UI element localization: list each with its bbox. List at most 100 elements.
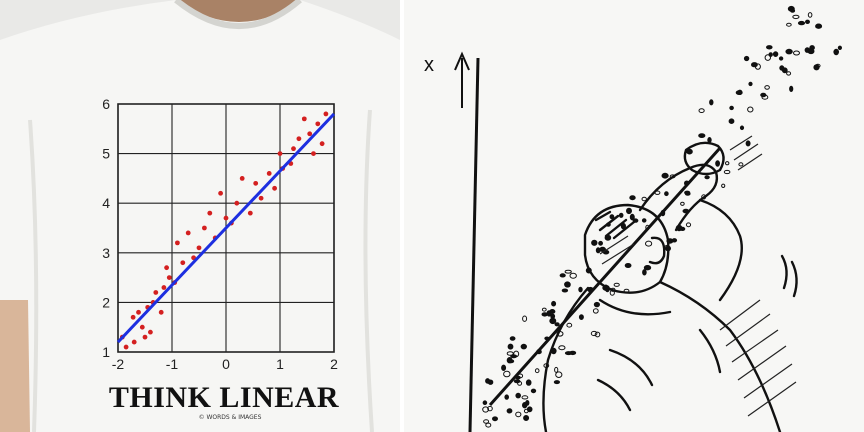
sketch-dot xyxy=(549,317,557,325)
sketch-dot xyxy=(555,371,563,379)
sketch-dot xyxy=(738,162,744,167)
chart-point xyxy=(266,171,272,176)
sketch-dot xyxy=(520,343,527,350)
sketch-dot xyxy=(558,345,566,351)
sketch-dot xyxy=(764,85,770,90)
sketch-dot xyxy=(785,48,793,55)
sketch-dot xyxy=(643,265,652,271)
chart-point xyxy=(272,185,277,191)
figure-motion-lines xyxy=(780,254,798,298)
figure-shoulder xyxy=(658,280,782,432)
sketch-dot xyxy=(698,108,705,113)
sketch-dot xyxy=(595,247,601,254)
sketch-dot xyxy=(715,160,720,167)
chart-tick-labels: -2 -1 0 1 2 1 2 3 4 5 6 xyxy=(102,96,338,372)
chart-point xyxy=(296,136,302,142)
sketch-dot xyxy=(506,357,513,364)
sketch-dot xyxy=(592,308,599,314)
sketch-scatter-dots xyxy=(482,5,843,428)
sketch-dot xyxy=(807,12,813,18)
sketch-dot xyxy=(797,20,806,26)
sketch-dot xyxy=(487,405,493,412)
sketch-dot xyxy=(507,343,514,350)
sketch-dot xyxy=(569,272,577,279)
sketch-dot xyxy=(534,368,540,374)
chart-point xyxy=(307,131,313,137)
sketch-dot xyxy=(743,55,750,62)
sketch-dot xyxy=(804,47,810,53)
chart-point xyxy=(311,151,316,157)
sketch-dot xyxy=(709,99,714,106)
sketch-dot xyxy=(698,133,706,139)
chart-x-tick-label: -1 xyxy=(166,356,179,372)
figure-sleeve-folds xyxy=(596,328,722,412)
sketch-dot xyxy=(723,169,731,175)
sketch-dot xyxy=(515,392,522,399)
sketch-dot xyxy=(704,175,710,180)
ink-sketch xyxy=(404,0,864,432)
sketch-dot xyxy=(837,45,843,50)
sketch-dot xyxy=(578,286,583,293)
sketch-dot xyxy=(629,195,636,201)
chart-point xyxy=(180,260,186,266)
sketch-dot xyxy=(729,105,734,111)
sketch-dot xyxy=(684,191,691,196)
sketch-dot xyxy=(551,300,557,307)
printed-chart: -2 -1 0 1 2 1 2 3 4 5 6 xyxy=(102,96,338,372)
sketch-dot xyxy=(513,350,520,358)
chart-point xyxy=(247,210,253,216)
sketch-dot xyxy=(513,379,521,384)
sketch-dot xyxy=(613,282,620,287)
sketch-dot xyxy=(813,64,820,71)
tshirt-slogan: THINK LINEAR xyxy=(108,381,340,414)
sketch-dot xyxy=(642,269,647,276)
chart-y-tick-label: 3 xyxy=(102,245,110,261)
sketch-dot xyxy=(591,239,598,246)
chart-point xyxy=(175,240,180,246)
chart-grid xyxy=(117,103,335,353)
figure-ear xyxy=(648,236,666,265)
chart-point xyxy=(315,121,321,127)
sketch-dot xyxy=(618,212,624,218)
chart-y-tick-label: 2 xyxy=(102,294,110,310)
sketch-dot xyxy=(728,118,735,124)
sketch-dot xyxy=(629,213,635,221)
chart-point xyxy=(158,309,164,315)
chart-point xyxy=(153,290,159,295)
chart-x-tick-label: 1 xyxy=(276,356,284,372)
sketch-dot xyxy=(761,94,769,100)
chart-point xyxy=(291,146,296,152)
left-arm xyxy=(0,300,30,432)
figure-collar xyxy=(598,298,672,316)
figure-hair xyxy=(594,210,636,240)
tshirt-brand-mark: © WORDS & IMAGES xyxy=(198,414,262,421)
sketch-dot xyxy=(506,351,514,356)
shirt-fold xyxy=(28,119,39,432)
sketch-dot xyxy=(781,67,788,74)
chart-point xyxy=(148,329,153,335)
sketch-dot xyxy=(564,269,572,274)
sketch-dot xyxy=(792,14,800,20)
sketch-dot xyxy=(680,201,685,206)
shirt-fold xyxy=(363,109,374,432)
tshirt-photo: -2 -1 0 1 2 1 2 3 4 5 6 xyxy=(0,0,400,432)
chart-point xyxy=(185,230,191,236)
sketch-dot xyxy=(541,307,547,312)
chart-point xyxy=(202,225,207,231)
sketch-dot xyxy=(554,366,559,373)
sketch-dot xyxy=(594,331,601,338)
chart-point xyxy=(323,111,329,117)
sketch-dot xyxy=(522,315,528,322)
sketch-dot xyxy=(482,406,490,413)
chart-point xyxy=(277,151,283,157)
sketch-dot xyxy=(503,370,511,378)
figure-torso-front xyxy=(542,286,590,432)
sketch-dot xyxy=(661,172,669,179)
sketch-shading xyxy=(599,135,797,417)
sketch-dot xyxy=(492,416,498,422)
sketch-dot xyxy=(559,273,566,278)
sketch-dot xyxy=(515,411,522,418)
sketch-figure xyxy=(542,141,798,432)
sketch-dot xyxy=(523,408,529,414)
